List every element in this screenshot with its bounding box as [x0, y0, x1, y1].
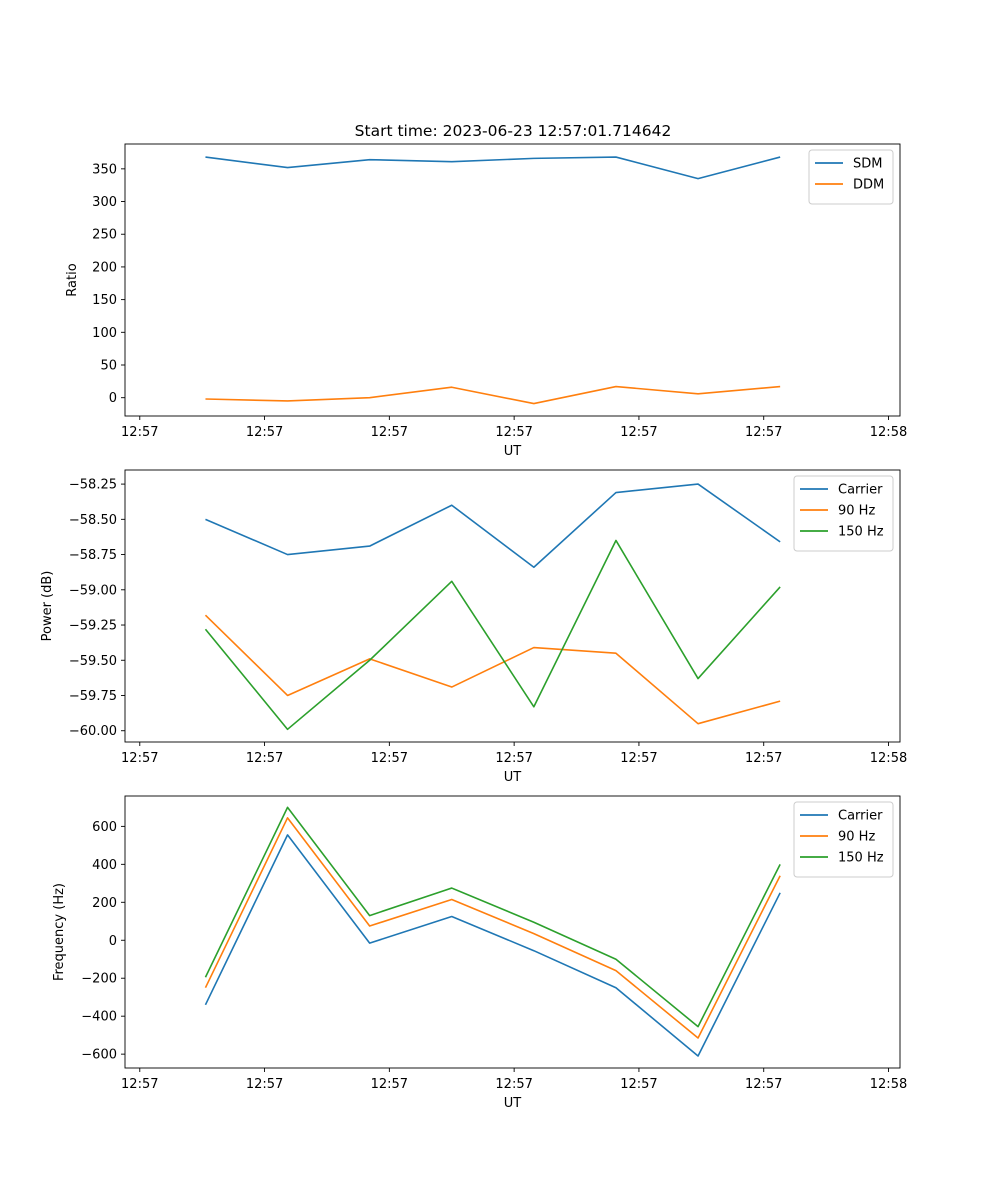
y-tick-label: −58.75 — [69, 548, 117, 563]
x-tick-label: 12:57 — [246, 425, 283, 440]
y-axis-label: Ratio — [65, 263, 80, 296]
y-tick-label: −200 — [81, 972, 117, 987]
y-tick-label: 50 — [100, 359, 117, 374]
series-line-3-3 — [204, 806, 781, 1028]
x-tick-label: 12:57 — [121, 425, 158, 440]
axes-frame — [124, 143, 901, 417]
series-line-1-2 — [205, 385, 781, 405]
x-tick-label: 12:57 — [745, 1077, 782, 1092]
x-tick-label: 12:57 — [495, 425, 532, 440]
x-tick-label: 12:57 — [371, 751, 408, 766]
legend-label: 90 Hz — [838, 504, 875, 519]
x-tick-label: 12:57 — [495, 1077, 532, 1092]
series-line-2-1 — [205, 483, 781, 569]
x-tick-label: 12:57 — [246, 1077, 283, 1092]
legend-box — [793, 475, 894, 552]
x-tick-label: 12:57 — [121, 751, 158, 766]
axes-frame — [124, 469, 901, 743]
y-tick-label: −60.00 — [69, 724, 117, 739]
x-tick-label: 12:57 — [620, 1077, 657, 1092]
x-tick-label: 12:57 — [745, 751, 782, 766]
legend-label: DDM — [853, 178, 884, 193]
y-tick-label: 300 — [92, 195, 117, 210]
series-line-1-1 — [205, 156, 781, 180]
x-tick-label: 12:57 — [745, 425, 782, 440]
series-line-3-2 — [204, 817, 781, 1039]
y-tick-label: −600 — [81, 1048, 117, 1063]
x-tick-label: 12:58 — [870, 425, 907, 440]
y-axis-label: Frequency (Hz) — [52, 883, 67, 981]
legend-label: SDM — [853, 157, 882, 172]
x-axis-label: UT — [504, 1096, 522, 1111]
chart-panel-3: 12:57 12:57 12:57 12:57 12:57 12:57 12:58 −600 −… — [52, 795, 907, 1111]
y-tick-label: 400 — [92, 858, 117, 873]
legend-label: Carrier — [838, 483, 883, 498]
legend: SDM DDM — [808, 149, 894, 205]
x-tick-label: 12:58 — [870, 751, 907, 766]
x-tick-label: 12:57 — [495, 751, 532, 766]
legend: Carrier 90 Hz 150 Hz — [793, 801, 894, 878]
y-tick-label: 200 — [92, 260, 117, 275]
y-tick-label: 600 — [92, 820, 117, 835]
x-tick-label: 12:57 — [620, 425, 657, 440]
series-line-2-2 — [204, 614, 781, 725]
y-tick-label: 0 — [109, 934, 117, 949]
y-tick-label: 200 — [92, 896, 117, 911]
x-tick-label: 12:57 — [371, 425, 408, 440]
x-tick-label: 12:58 — [870, 1077, 907, 1092]
y-tick-label: 0 — [109, 391, 117, 406]
y-tick-label: −400 — [81, 1010, 117, 1025]
y-tick-label: −59.50 — [69, 654, 117, 669]
figure-title: Start time: 2023-06-23 12:57:01.714642 — [355, 122, 672, 140]
y-tick-label: −59.75 — [69, 689, 117, 704]
legend-label: 150 Hz — [838, 851, 884, 866]
y-tick-label: −58.25 — [69, 478, 117, 493]
y-tick-label: −59.00 — [69, 583, 117, 598]
y-tick-label: 250 — [92, 228, 117, 243]
y-tick-label: 350 — [92, 162, 117, 177]
x-axis-label: UT — [504, 444, 522, 459]
series-line-3-1 — [204, 834, 781, 1057]
x-axis-label: UT — [504, 770, 522, 785]
legend-label: 150 Hz — [838, 525, 884, 540]
legend-label: Carrier — [838, 809, 883, 824]
y-axis-label: Power (dB) — [40, 571, 55, 642]
y-tick-label: −59.25 — [69, 619, 117, 634]
y-tick-label: −58.50 — [69, 513, 117, 528]
x-tick-label: 12:57 — [246, 751, 283, 766]
x-tick-label: 12:57 — [121, 1077, 158, 1092]
legend: Carrier 90 Hz 150 Hz — [793, 475, 894, 552]
axes-frame — [124, 795, 901, 1069]
y-tick-label: 150 — [92, 293, 117, 308]
series-line-2-3 — [204, 539, 781, 731]
chart-panel-1: 12:57 12:57 12:57 12:57 12:57 12:57 12:58 0 50 10… — [65, 143, 907, 459]
x-tick-label: 12:57 — [620, 751, 657, 766]
y-tick-label: 100 — [92, 326, 117, 341]
chart-panel-2: 12:57 12:57 12:57 12:57 12:57 12:57 12:58 −60.0… — [40, 469, 907, 785]
legend-box — [793, 801, 894, 878]
legend-label: 90 Hz — [838, 830, 875, 845]
x-tick-label: 12:57 — [371, 1077, 408, 1092]
